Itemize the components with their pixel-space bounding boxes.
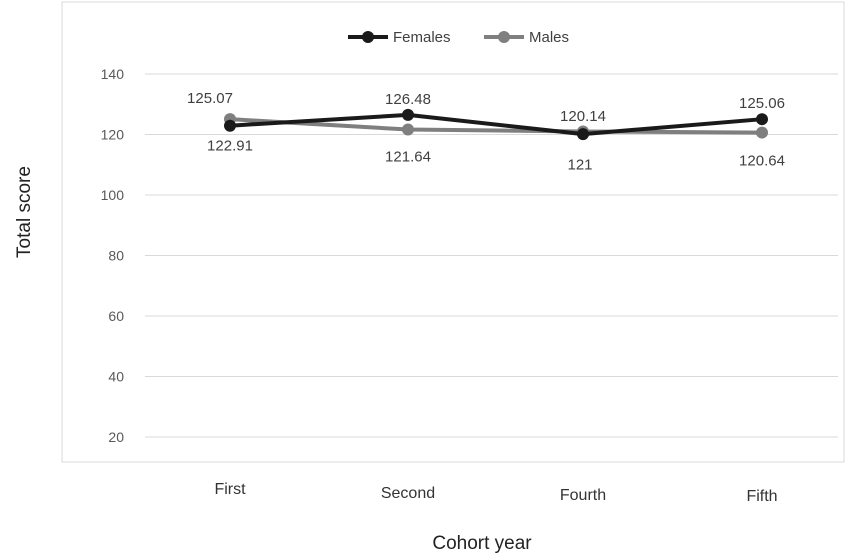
series-females	[224, 108, 768, 141]
y-tick-label: 140	[101, 66, 125, 82]
x-axis-title: Cohort year	[432, 533, 532, 554]
legend-item-males: Males	[484, 29, 569, 46]
data-label: 125.06	[739, 95, 785, 112]
data-label: 122.91	[207, 138, 253, 155]
gridlines	[145, 73, 838, 438]
data-label: 121	[567, 156, 592, 173]
plot-frame	[61, 1, 845, 463]
data-label: 120.14	[560, 108, 606, 125]
data-point	[224, 119, 236, 132]
data-point	[756, 126, 768, 139]
data-point	[402, 123, 414, 136]
legend-label: Females	[393, 29, 451, 46]
x-category-label: Fourth	[560, 487, 606, 504]
data-label: 126.48	[385, 91, 431, 108]
data-point	[756, 113, 768, 126]
y-tick-label: 80	[108, 248, 124, 264]
data-labels: 122.91 126.48 120.14 125.06 125.07 121.64 121 1…	[187, 90, 785, 173]
x-category-label: Second	[381, 485, 435, 502]
y-tick-label: 60	[108, 308, 124, 324]
y-tick-label: 100	[101, 187, 125, 203]
x-category-label: First	[214, 481, 246, 498]
series-line	[229, 112, 763, 137]
y-tick-label: 20	[108, 429, 124, 445]
y-tick-label: 120	[101, 127, 125, 143]
legend-item-females: Females	[348, 29, 451, 46]
data-point	[402, 108, 414, 121]
legend-marker	[498, 31, 510, 43]
y-axis-title: Total score	[14, 166, 35, 258]
legend: Females Males	[348, 29, 569, 46]
data-label: 125.07	[187, 90, 233, 107]
x-axis-categories: First Second Fourth Fifth	[214, 481, 777, 505]
data-label: 120.64	[739, 153, 785, 170]
legend-marker	[362, 31, 374, 43]
x-category-label: Fifth	[746, 488, 777, 505]
data-point	[577, 128, 589, 141]
y-axis-ticks: 20 40 60 80 100 120 140	[101, 66, 125, 445]
data-label: 121.64	[385, 149, 431, 166]
legend-label: Males	[529, 29, 569, 46]
series	[224, 108, 768, 141]
series-line	[229, 117, 763, 135]
y-tick-label: 40	[108, 369, 124, 385]
